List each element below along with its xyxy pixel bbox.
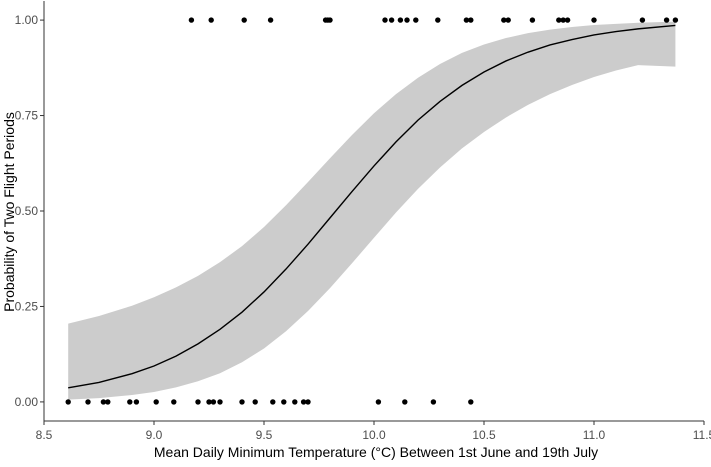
data-point-zero	[300, 399, 307, 405]
data-point-one	[241, 17, 247, 23]
confidence-band	[68, 21, 676, 400]
x-tick-label: 11.0	[583, 428, 606, 442]
data-point-one	[564, 17, 571, 23]
data-point-zero	[375, 399, 382, 405]
data-point-one	[404, 17, 410, 23]
data-point-zero	[171, 399, 177, 405]
data-point-zero	[210, 399, 217, 405]
data-point-zero	[292, 399, 298, 405]
y-axis-title: Probability of Two Flight Periods	[1, 112, 17, 312]
data-point-zero	[239, 399, 245, 405]
data-point-one	[468, 17, 474, 23]
data-points-layer	[65, 17, 679, 405]
x-tick-label: 10.5	[472, 428, 496, 442]
data-point-one	[501, 17, 507, 23]
data-point-one	[463, 17, 470, 23]
data-point-one	[591, 17, 597, 23]
data-point-one	[435, 17, 441, 23]
data-point-one	[327, 17, 333, 23]
data-point-one	[382, 17, 388, 23]
data-point-one	[556, 17, 562, 23]
y-tick-label: 0.25	[15, 299, 39, 313]
data-point-zero	[305, 399, 311, 405]
axes-layer: 8.5 9.0 9.5 10.0 10.5 11.0 11.5 0.00 0.25 0.50 0.7…	[15, 1, 711, 442]
x-tick-label: 9.5	[256, 428, 273, 442]
data-point-one	[663, 17, 670, 23]
data-point-zero	[270, 399, 276, 405]
data-point-one	[413, 17, 419, 23]
x-tick-label: 11.5	[693, 428, 711, 442]
x-tick-label: 8.5	[36, 428, 53, 442]
data-point-zero	[153, 399, 159, 405]
data-point-zero	[402, 399, 408, 405]
data-point-one	[208, 17, 214, 23]
data-point-one	[397, 17, 404, 23]
data-point-one	[267, 17, 274, 23]
data-point-zero	[127, 399, 133, 405]
data-point-one	[388, 17, 395, 23]
x-tick-label: 10.0	[362, 428, 386, 442]
data-point-zero	[430, 399, 437, 405]
data-point-one	[639, 17, 646, 23]
data-point-zero	[85, 399, 91, 405]
data-point-one	[672, 17, 679, 23]
fitted-curve-layer	[68, 24, 676, 389]
data-point-zero	[195, 399, 201, 405]
data-point-zero	[468, 399, 474, 405]
y-tick-label: 0.00	[15, 395, 39, 409]
fitted-logistic-curve	[68, 24, 676, 389]
y-tick-label: 0.75	[15, 109, 39, 123]
data-point-zero	[65, 399, 71, 405]
data-point-zero	[206, 399, 212, 405]
data-point-one	[560, 17, 566, 23]
data-point-one	[505, 17, 511, 23]
y-tick-label: 0.50	[15, 204, 39, 218]
data-point-one	[529, 17, 536, 23]
confidence-band-layer	[68, 21, 676, 400]
data-point-one	[188, 17, 195, 23]
data-point-zero	[217, 399, 223, 405]
data-point-zero	[281, 399, 287, 405]
data-point-zero	[133, 399, 140, 405]
y-tick-label: 1.00	[15, 13, 39, 27]
x-axis-title: Mean Daily Minimum Temperature (°C) Betw…	[154, 444, 598, 460]
data-point-zero	[100, 399, 107, 405]
data-point-zero	[105, 399, 111, 405]
data-point-zero	[252, 399, 258, 405]
x-tick-label: 9.0	[146, 428, 163, 442]
